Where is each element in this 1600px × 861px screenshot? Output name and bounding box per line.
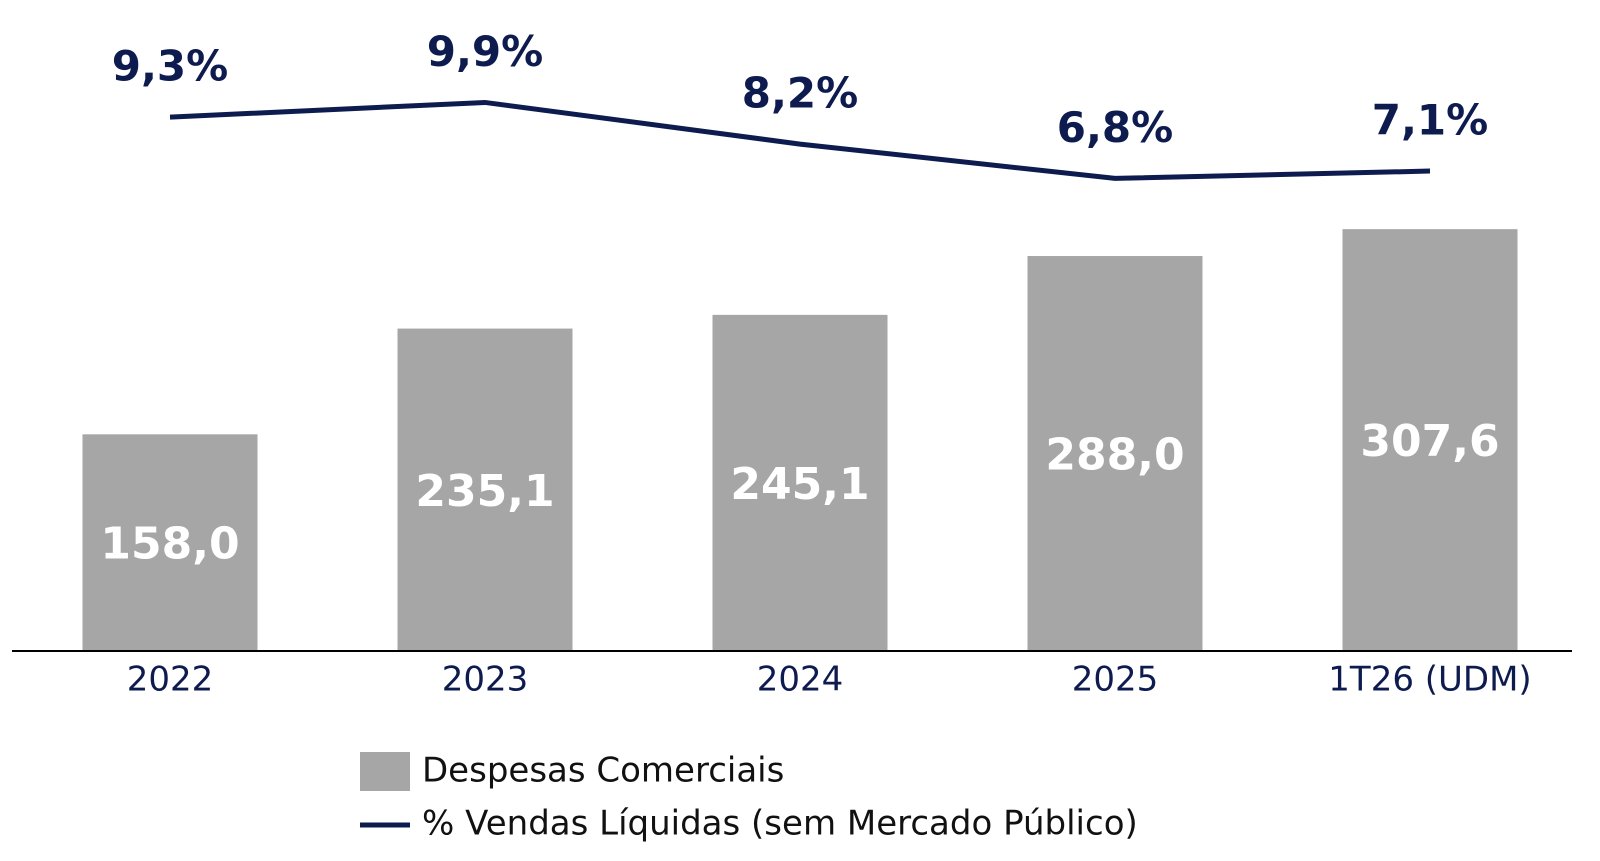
bar-label: 158,0 [100, 519, 239, 570]
bar [1027, 256, 1203, 651]
x-tick-label: 2025 [1072, 660, 1159, 700]
legend-label: % Vendas Líquidas (sem Mercado Público) [422, 804, 1138, 844]
bar [712, 314, 888, 651]
legend-swatch [360, 752, 410, 791]
line-label: 9,9% [427, 27, 543, 76]
line-label: 9,3% [112, 42, 228, 91]
bar-label: 307,6 [1360, 416, 1499, 467]
line-label: 8,2% [742, 69, 858, 118]
x-tick-label: 2024 [757, 660, 844, 700]
bar-label: 245,1 [730, 459, 869, 510]
bar-label: 235,1 [415, 466, 554, 517]
legend-label: Despesas Comerciais [422, 751, 784, 791]
bar [82, 434, 258, 651]
line-label: 6,8% [1057, 103, 1173, 152]
x-tick-label: 2023 [442, 660, 529, 700]
line [169, 99, 1431, 181]
bar-label: 288,0 [1045, 430, 1184, 481]
bar [397, 328, 573, 651]
x-tick-label: 1T26 (UDM) [1328, 660, 1531, 700]
line-label: 7,1% [1372, 96, 1488, 145]
bar [1342, 229, 1518, 652]
x-tick-label: 2022 [127, 660, 214, 700]
